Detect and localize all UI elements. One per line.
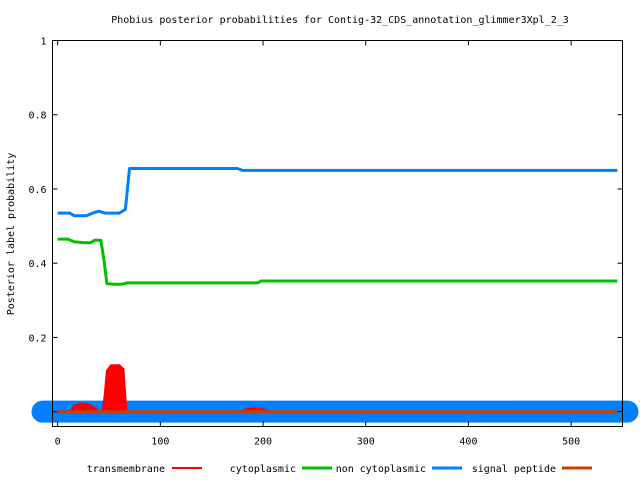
legend-item-signal-peptide: signal peptide	[472, 464, 592, 475]
chart-title: Phobius posterior probabilities for Cont…	[111, 15, 569, 26]
x-tick-label: 400	[459, 437, 477, 448]
x-tick-label: 100	[151, 437, 169, 448]
x-tick-label: 300	[357, 437, 375, 448]
legend-item-non-cytoplasmic: non cytoplasmic	[336, 464, 462, 475]
plot-frame	[52, 40, 623, 427]
plot-lines	[56, 167, 619, 414]
legend-label-transmembrane: transmembrane	[87, 464, 165, 475]
legend-item-cytoplasmic: cytoplasmic	[230, 464, 332, 475]
x-tick-label: 500	[562, 437, 580, 448]
x-tick-label: 0	[55, 437, 61, 448]
y-tick-label: 0.8	[28, 111, 46, 122]
series-line-non-cytoplasmic	[57, 167, 618, 218]
y-tick-label: 0.4	[28, 259, 46, 270]
x-tick-label: 200	[254, 437, 272, 448]
y-tick-label: 1	[40, 37, 46, 48]
legend: transmembrane cytoplasmic non cytoplasmi…	[87, 464, 592, 475]
y-axis-label: Posterior label probability	[6, 153, 17, 316]
y-tick-label: 0.6	[28, 185, 46, 196]
y-tick-label: 0.2	[28, 333, 46, 344]
legend-label-signal-peptide: signal peptide	[472, 464, 556, 475]
legend-label-cytoplasmic: cytoplasmic	[230, 464, 296, 475]
axis-ticks: 0 100 200 300 400 500 0.2 0.4 0.6 0.8 1	[28, 37, 623, 448]
series-area-transmembrane	[56, 364, 619, 413]
legend-label-non-cytoplasmic: non cytoplasmic	[336, 464, 426, 475]
legend-item-transmembrane: transmembrane	[87, 464, 202, 475]
series-line-cytoplasmic	[57, 237, 618, 286]
